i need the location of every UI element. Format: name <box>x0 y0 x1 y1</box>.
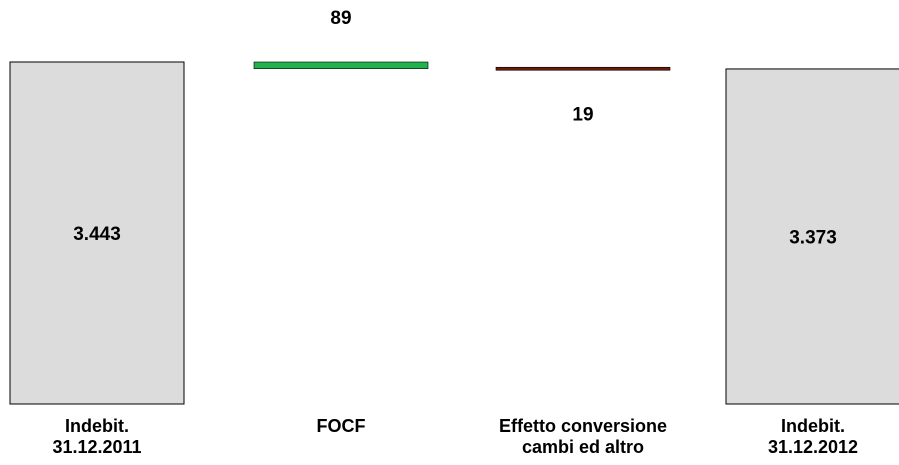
category-label-3-0: Indebit. <box>781 416 845 436</box>
data-label-2: 19 <box>572 105 593 126</box>
bar-delta-1 <box>253 61 429 69</box>
data-label-3: 3.373 <box>789 227 837 248</box>
category-label-2-1: cambi ed altro <box>522 437 644 457</box>
data-label-0: 3.443 <box>73 224 121 245</box>
category-label-0-0: Indebit. <box>65 416 129 436</box>
category-label-3-1: 31.12.2012 <box>768 437 858 457</box>
bar-total-3 <box>725 68 899 405</box>
category-label-1-0: FOCF <box>317 416 366 436</box>
category-label-2-0: Effetto conversione <box>499 416 667 436</box>
bar-delta-2 <box>495 66 671 71</box>
category-label-0-1: 31.12.2011 <box>52 437 141 457</box>
bar-total-0 <box>9 61 185 405</box>
data-label-1: 89 <box>330 8 351 29</box>
